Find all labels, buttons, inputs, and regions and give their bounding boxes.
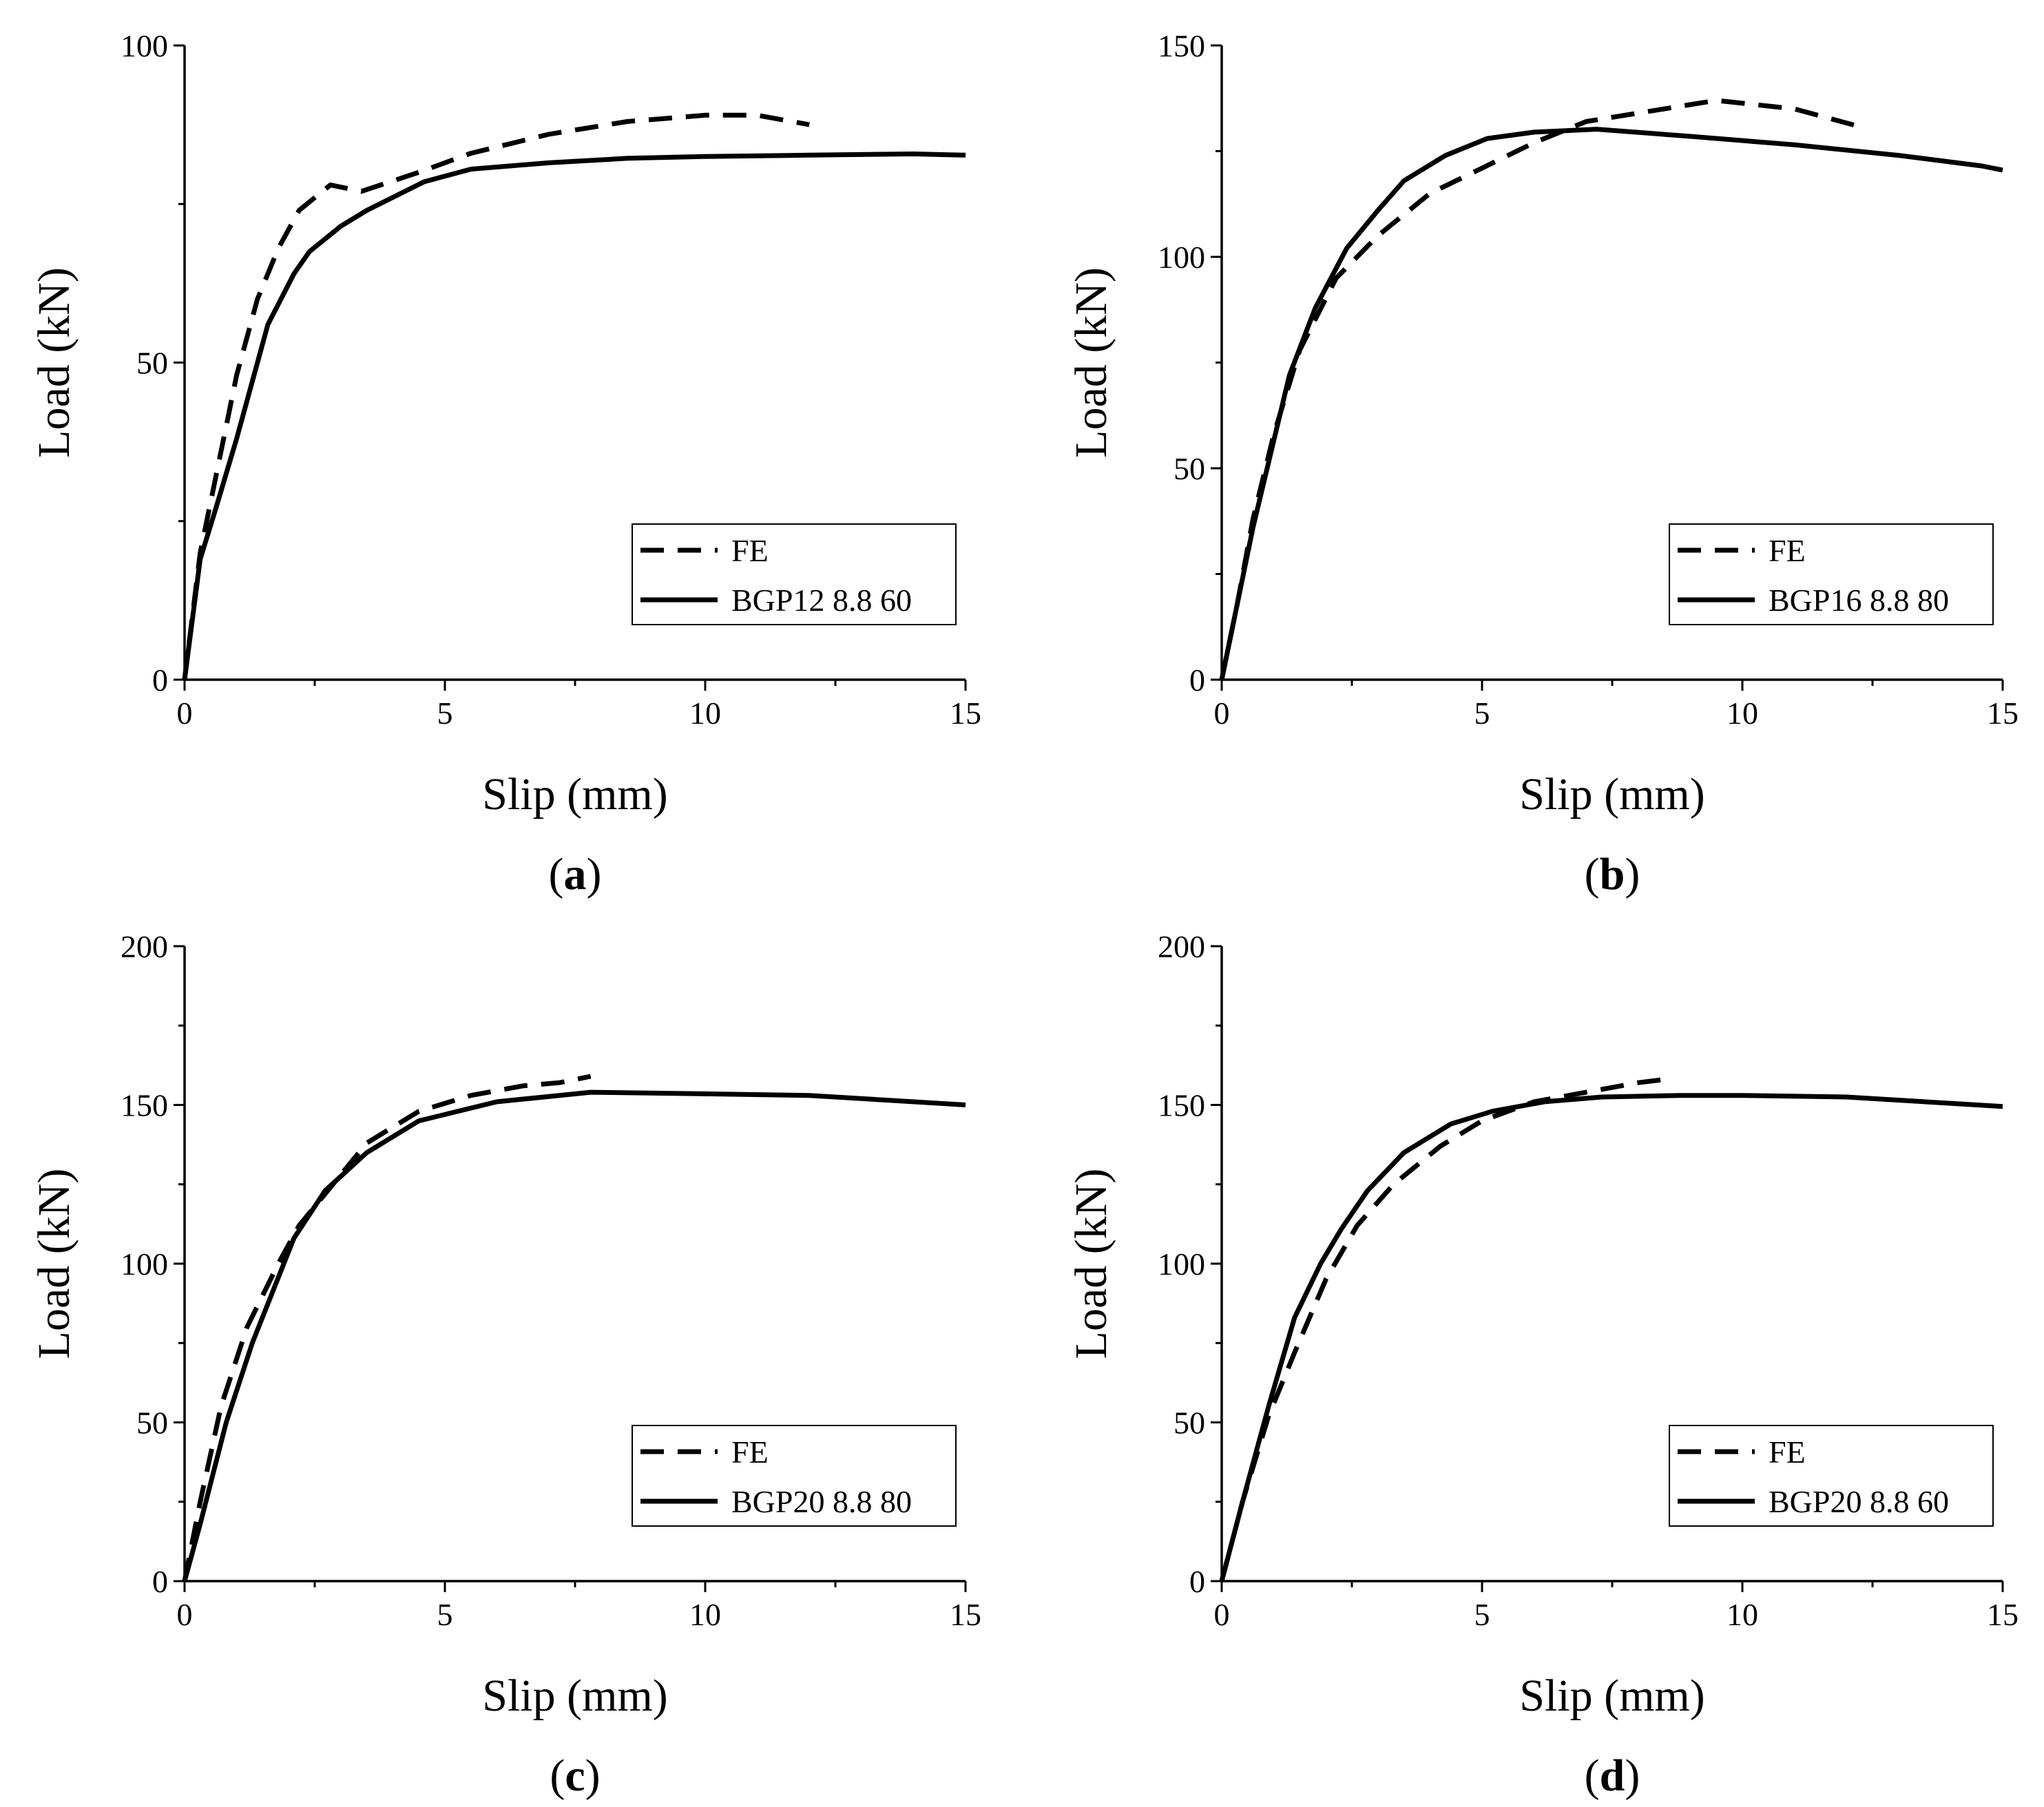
legend-label: BGP16 8.8 80 [1769,583,1949,618]
panel-label: (d) [1585,1751,1640,1801]
chart-panel-d: 0 50 100 150 200 0 5 10 15 Slip (mm) Load (kN) (d) F… [1066,929,2019,1801]
legend: FE BGP16 8.8 80 [1669,523,1994,625]
legend: FE BGP20 8.8 80 [632,1425,957,1527]
x-tick-label: 15 [1987,1597,2019,1632]
y-tick-label: 100 [121,1246,168,1282]
x-axis-title: Slip (mm) [1519,1671,1705,1721]
y-axis-title: Load (kN) [29,267,79,458]
legend: FE BGP20 8.8 60 [1669,1425,1994,1527]
y-tick-label: 0 [1189,1564,1205,1599]
legend-label: FE [731,1434,769,1470]
y-tick-label: 150 [1158,28,1205,63]
y-axis-title: Load (kN) [1066,267,1116,458]
x-axis-title: Slip (mm) [1519,769,1705,819]
series-line-bgp16-8-8-80 [1219,127,2003,680]
x-tick-label: 10 [1727,696,1758,731]
series-line-bgp20-8-8-80 [182,1089,966,1582]
x-tick-label: 10 [689,1597,721,1632]
legend-label: FE [731,533,769,568]
x-tick-label: 5 [437,696,453,731]
panel-label: (b) [1585,849,1640,899]
x-tick-label: 15 [1987,696,2019,731]
y-tick-label: 0 [152,1564,168,1599]
legend-box [632,1425,957,1527]
x-tick-label: 15 [950,696,981,731]
series-line-fe [182,112,810,680]
x-axis-title: Slip (mm) [482,769,668,819]
legend: FE BGP12 8.8 60 [632,523,957,625]
y-tick-label: 100 [1158,1246,1205,1282]
y-tick-label: 150 [1158,1088,1205,1123]
legend-label: BGP20 8.8 80 [731,1484,912,1519]
y-tick-label: 0 [1189,662,1205,698]
y-tick-label: 200 [1158,929,1205,964]
series-line-bgp12-8-8-60 [182,152,966,680]
x-tick-label: 0 [1214,696,1230,731]
x-tick-label: 5 [1474,1597,1490,1632]
y-axis-title: Load (kN) [29,1169,79,1359]
x-tick-label: 5 [1474,696,1490,731]
legend-label: BGP12 8.8 60 [731,583,912,618]
y-axis-title: Load (kN) [1066,1169,1116,1359]
y-tick-label: 100 [1158,240,1205,275]
legend-label: FE [1769,1434,1806,1470]
chart-panel-a: 0 50 100 0 5 10 15 Slip (mm) Load (kN) (a) FE BGP12… [29,28,981,899]
x-tick-label: 5 [437,1597,453,1632]
x-tick-label: 0 [177,1597,193,1632]
panel-label: (a) [549,849,602,899]
y-tick-label: 0 [152,662,168,698]
x-axis-title: Slip (mm) [482,1671,668,1721]
legend-label: FE [1769,533,1806,568]
y-tick-label: 100 [121,28,168,63]
panel-label: (c) [550,1751,600,1801]
y-tick-label: 50 [1174,1406,1205,1441]
series-line-fe [182,1074,592,1582]
y-tick-label: 50 [136,346,168,381]
x-tick-label: 10 [1727,1597,1758,1632]
x-tick-label: 0 [177,696,193,731]
y-tick-label: 50 [136,1406,168,1441]
legend-label: BGP20 8.8 60 [1769,1484,1949,1519]
series-line-bgp20-8-8-60 [1219,1093,2003,1582]
chart-panel-c: 0 50 100 150 200 0 5 10 15 Slip (mm) Load (kN) (c) F… [29,929,981,1801]
series-line-fe [1219,1077,1665,1582]
x-tick-label: 10 [689,696,721,731]
y-tick-label: 50 [1174,451,1205,486]
x-tick-label: 0 [1214,1597,1230,1632]
legend-box [632,523,957,625]
chart-panel-b: 0 50 100 150 0 5 10 15 Slip (mm) Load (kN) (b) FE BG… [1066,28,2019,899]
y-tick-label: 150 [121,1088,168,1123]
x-tick-label: 15 [950,1597,981,1632]
legend-box [1669,1425,1994,1527]
y-tick-label: 200 [121,929,168,964]
legend-box [1669,523,1994,625]
